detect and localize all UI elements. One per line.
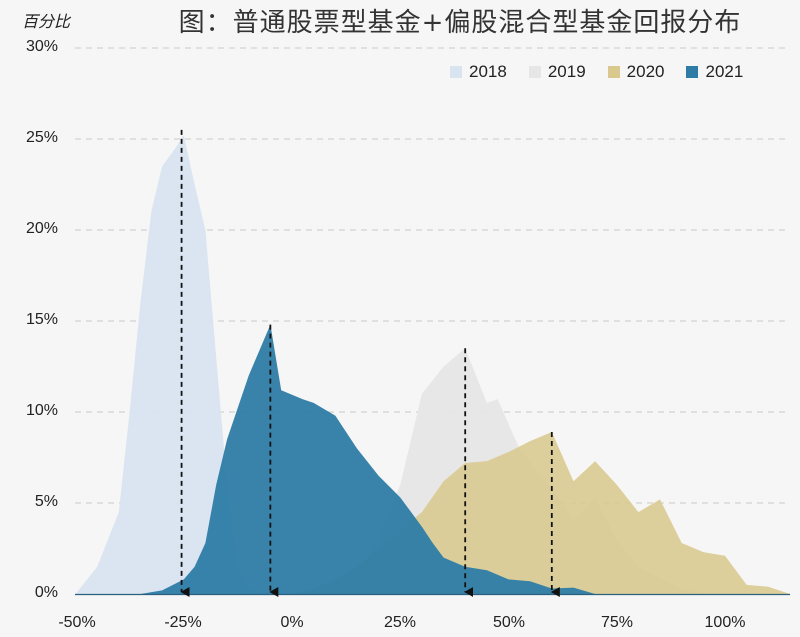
x-tick-25: 25% bbox=[383, 614, 417, 631]
chart-title: 图：普通股票型基金+偏股混合型基金回报分布 bbox=[178, 8, 742, 38]
x-tick-50: 50% bbox=[492, 614, 526, 631]
legend-swatch-2021 bbox=[686, 66, 699, 78]
y-tick-0: 0% bbox=[34, 584, 58, 601]
x-tick-neg25: -25% bbox=[164, 614, 202, 631]
area-2021 bbox=[140, 324, 596, 594]
legend-item-2020[interactable]: 2020 bbox=[607, 62, 665, 82]
legend-label-2018: 2018 bbox=[469, 62, 507, 81]
y-tick-10: 10% bbox=[25, 402, 58, 419]
x-tick-0: 0% bbox=[280, 614, 304, 631]
median-arrows bbox=[180, 129, 560, 597]
legend-label-2019: 2019 bbox=[547, 62, 586, 81]
legend-item-2019[interactable]: 2019 bbox=[528, 62, 586, 82]
y-tick-20: 20% bbox=[25, 220, 58, 237]
legend-swatch-2019 bbox=[528, 66, 541, 78]
legend-swatch-2018 bbox=[450, 66, 462, 78]
x-tick-75: 75% bbox=[600, 614, 634, 631]
y-tick-30: 30% bbox=[25, 38, 58, 55]
y-unit-label: 百分比 bbox=[22, 12, 71, 31]
legend: 2018 2019 2020 2021 bbox=[450, 62, 743, 82]
x-tick-neg50: -50% bbox=[58, 614, 96, 631]
y-tick-15: 15% bbox=[25, 311, 58, 328]
y-tick-5: 5% bbox=[34, 493, 58, 510]
legend-item-2021[interactable]: 2021 bbox=[686, 62, 743, 82]
legend-label-2020: 2020 bbox=[626, 62, 665, 81]
y-tick-25: 25% bbox=[25, 129, 58, 146]
legend-item-2018[interactable]: 2018 bbox=[450, 62, 507, 82]
legend-label-2021: 2021 bbox=[705, 62, 744, 81]
legend-swatch-2020 bbox=[607, 66, 620, 78]
area-series bbox=[75, 135, 790, 596]
x-tick-100: 100% bbox=[704, 614, 746, 631]
